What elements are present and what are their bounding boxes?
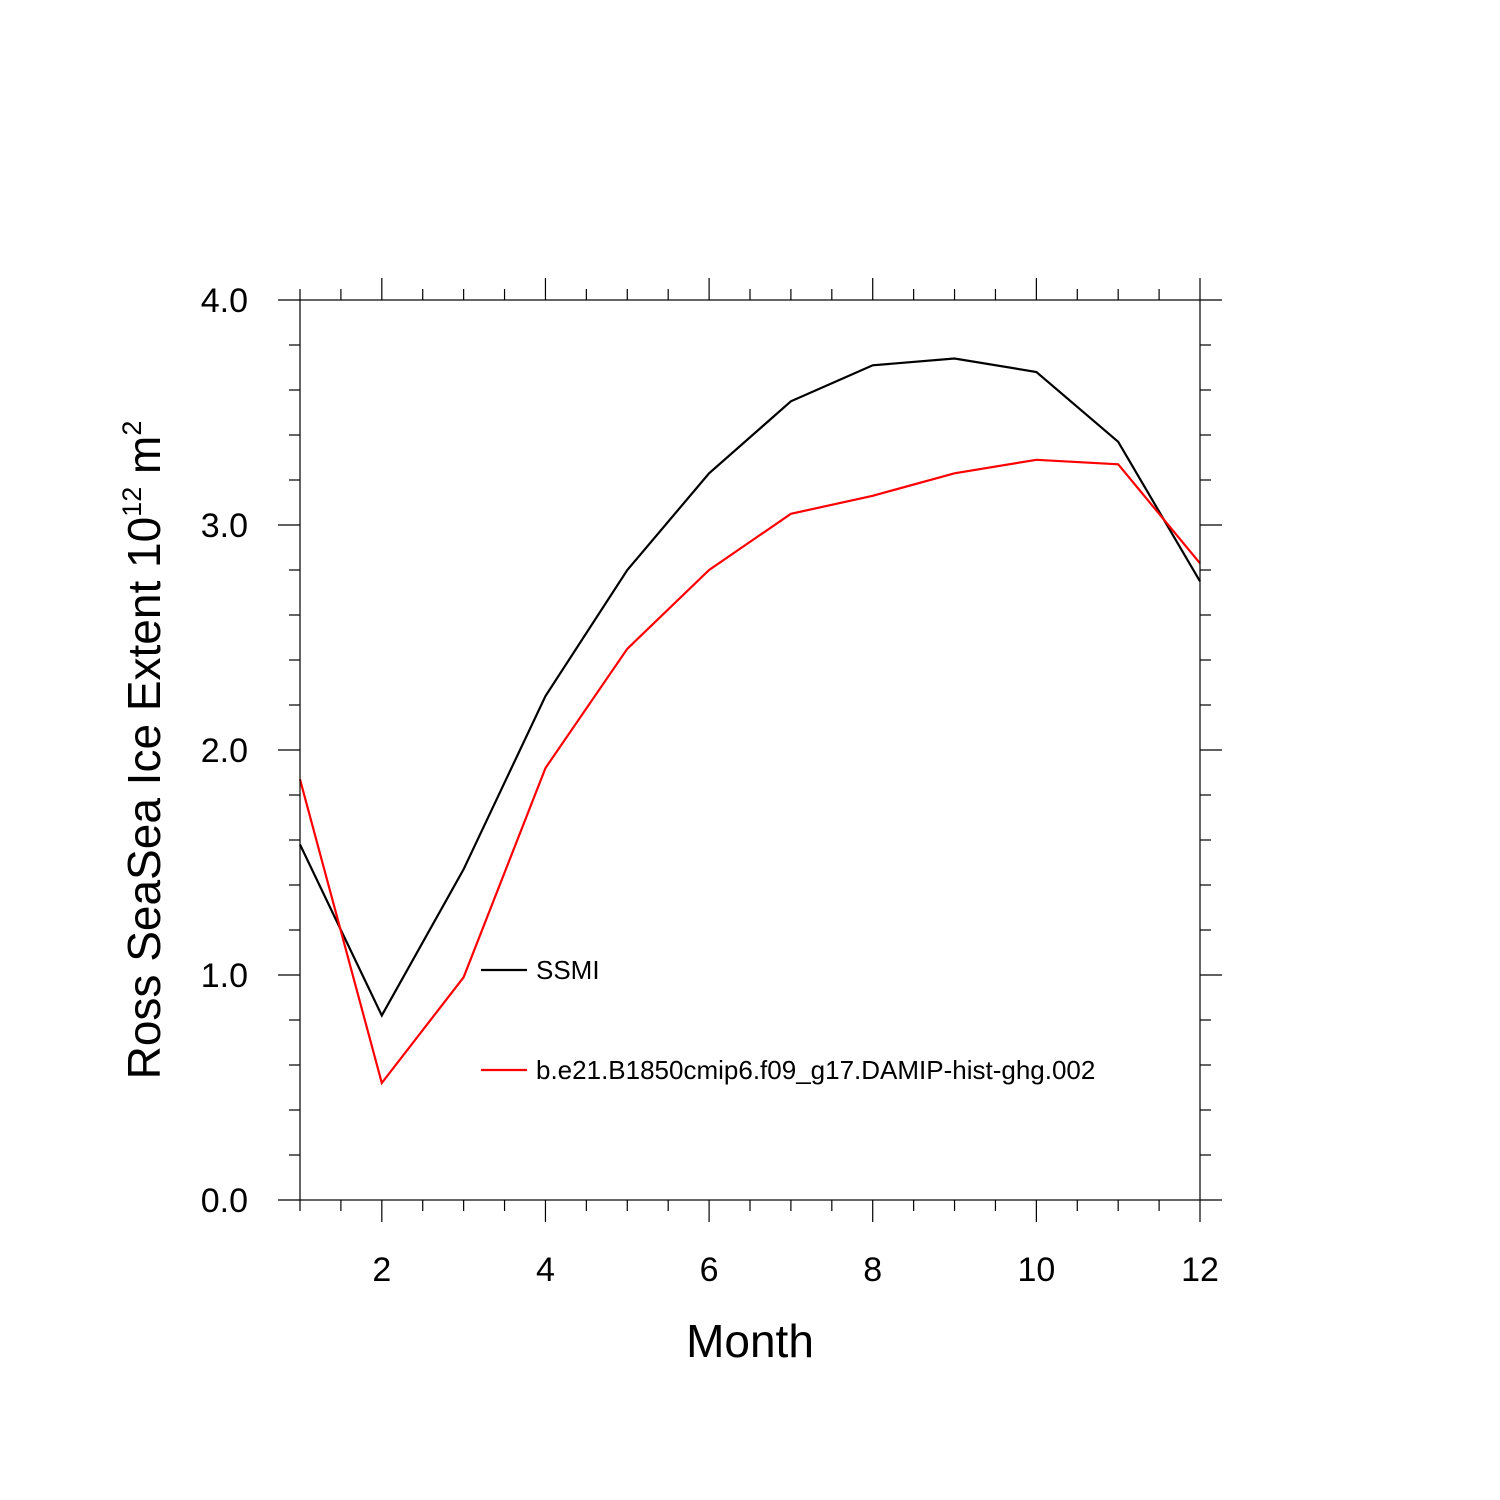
y-axis-label-text: Ross SeaSea Ice Extent 10 (118, 517, 170, 1080)
plot-frame (299, 299, 1201, 1201)
axis-ticks (278, 278, 1222, 1222)
y-axis-label-exponent-1: 12 (117, 487, 147, 517)
tick-labels: 2 4 6 8 10 12 0.0 1.0 2.0 3.0 4.0 (201, 282, 1219, 1289)
x-tick-label: 2 (372, 1251, 391, 1289)
legend-label-1: SSMI (536, 955, 600, 985)
x-tick-label: 8 (863, 1251, 882, 1289)
y-tick-label: 3.0 (201, 507, 248, 545)
x-axis-label: Month (686, 1315, 814, 1367)
y-tick-label: 4.0 (201, 282, 248, 320)
y-tick-label: 2.0 (201, 732, 248, 770)
series-group (298, 357, 1201, 1086)
y-axis-label-exponent-2: 2 (117, 421, 147, 436)
y-tick-label: 1.0 (201, 957, 248, 995)
series-line-2 (298, 458, 1201, 1086)
x-tick-label: 4 (536, 1251, 555, 1289)
x-tick-label: 6 (700, 1251, 719, 1289)
legend-label-2: b.e21.B1850cmip6.f09_g17.DAMIP-hist-ghg.… (536, 1055, 1095, 1085)
legend: SSMI b.e21.B1850cmip6.f09_g17.DAMIP-hist-… (481, 955, 1095, 1085)
y-axis-label: Ross SeaSea Ice Extent 1012 m2 (117, 421, 170, 1080)
y-axis-label-unit: m (118, 436, 170, 487)
y-tick-label: 0.0 (201, 1182, 248, 1220)
x-tick-label: 10 (1017, 1251, 1055, 1289)
series-line-1 (299, 357, 1201, 1018)
x-tick-label: 12 (1181, 1251, 1219, 1289)
